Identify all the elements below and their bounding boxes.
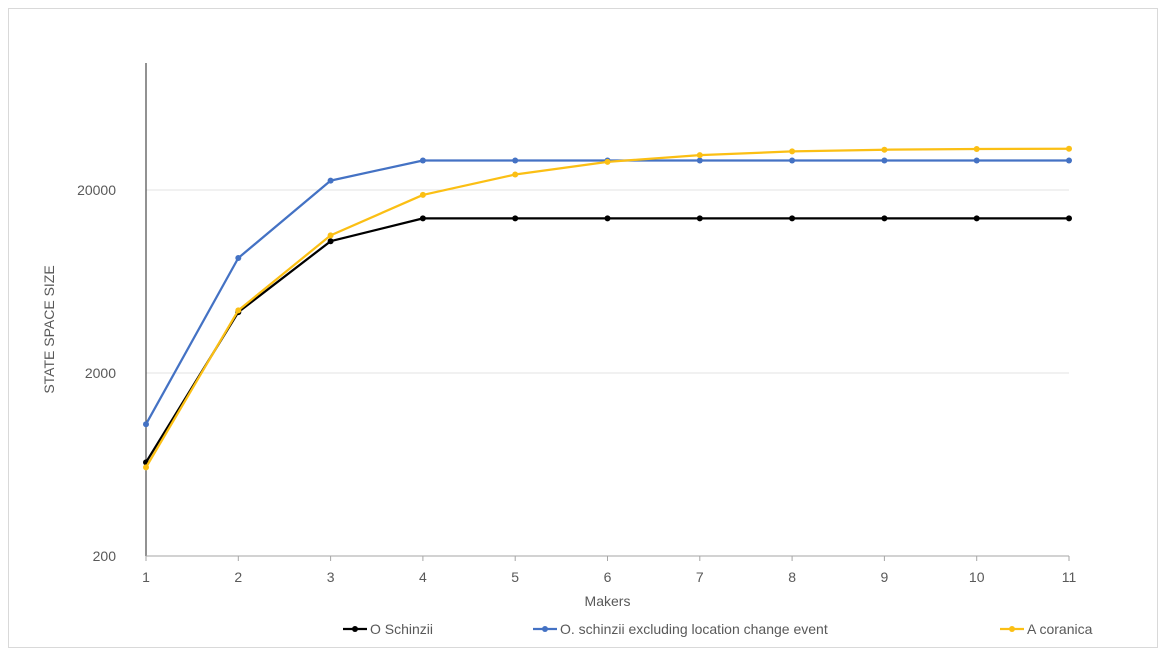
- series-line: [145, 147, 1070, 468]
- x-tick-label: 10: [969, 569, 985, 585]
- legend-item: O Schinzii: [343, 621, 433, 637]
- x-tick-label: 4: [419, 569, 427, 585]
- y-tick-label: 2000: [85, 365, 116, 381]
- x-tick-label: 7: [696, 569, 704, 585]
- series-line: [145, 159, 1069, 425]
- legend-swatch-marker: [542, 626, 548, 632]
- data-point: [789, 148, 796, 155]
- x-tick-label: 8: [788, 569, 796, 585]
- axes: [145, 63, 1069, 557]
- legend-swatch-marker: [1009, 626, 1015, 632]
- x-tick-label: 5: [511, 569, 519, 585]
- data-point: [973, 215, 980, 222]
- data-point: [881, 157, 888, 164]
- data-point: [696, 152, 703, 159]
- data-point: [235, 255, 242, 262]
- data-point: [327, 238, 334, 245]
- data-point: [973, 157, 980, 164]
- legend-item: A coranica: [1000, 621, 1093, 637]
- data-point: [1066, 215, 1072, 222]
- x-tick-label: 11: [1062, 569, 1077, 585]
- x-tick-label: 3: [327, 569, 335, 585]
- data-point: [1066, 145, 1072, 152]
- x-tick-label: 2: [234, 569, 242, 585]
- data-point: [327, 177, 334, 184]
- data-point: [604, 215, 611, 222]
- y-tick-label: 20000: [77, 182, 116, 198]
- data-point: [512, 171, 519, 178]
- series-2: [143, 157, 1072, 428]
- data-point: [881, 215, 888, 222]
- data-point: [419, 191, 426, 198]
- data-point: [696, 215, 703, 222]
- legend-label: O. schinzii excluding location change ev…: [560, 621, 828, 637]
- data-point: [143, 464, 149, 471]
- y-tick-label: 200: [93, 548, 117, 564]
- series-lines: [143, 145, 1072, 471]
- y-tick-labels: 200 2000 20000: [77, 182, 116, 564]
- series-1: [143, 215, 1072, 466]
- gridlines: [146, 189, 1069, 374]
- x-tick-label: 1: [142, 569, 150, 585]
- data-point: [512, 215, 519, 222]
- x-tick-labels: 1 2 3 4 5 6 7 8 9 10 11: [142, 556, 1076, 585]
- data-point: [327, 232, 334, 239]
- data-point: [881, 146, 888, 153]
- data-point: [789, 157, 796, 164]
- data-point: [419, 215, 426, 222]
- data-point: [973, 146, 980, 153]
- x-tick-label: 9: [881, 569, 889, 585]
- data-point: [143, 421, 149, 428]
- data-point: [512, 157, 519, 164]
- data-point: [235, 307, 242, 314]
- data-point: [604, 158, 611, 165]
- series-line: [145, 217, 1069, 463]
- series-3: [143, 145, 1072, 471]
- x-axis-title: Makers: [585, 593, 631, 609]
- data-point: [789, 215, 796, 222]
- y-axis-title: STATE SPACE SIZE: [41, 265, 57, 393]
- legend-label: A coranica: [1027, 621, 1093, 637]
- legend-item: O. schinzii excluding location change ev…: [533, 621, 828, 637]
- data-point: [696, 157, 703, 164]
- x-tick-label: 6: [604, 569, 612, 585]
- legend-label: O Schinzii: [370, 621, 433, 637]
- data-point: [419, 157, 426, 164]
- legend-swatch-marker: [352, 626, 358, 632]
- legend: O Schinzii O. schinzii excluding location…: [343, 621, 1093, 637]
- data-point: [1066, 157, 1072, 164]
